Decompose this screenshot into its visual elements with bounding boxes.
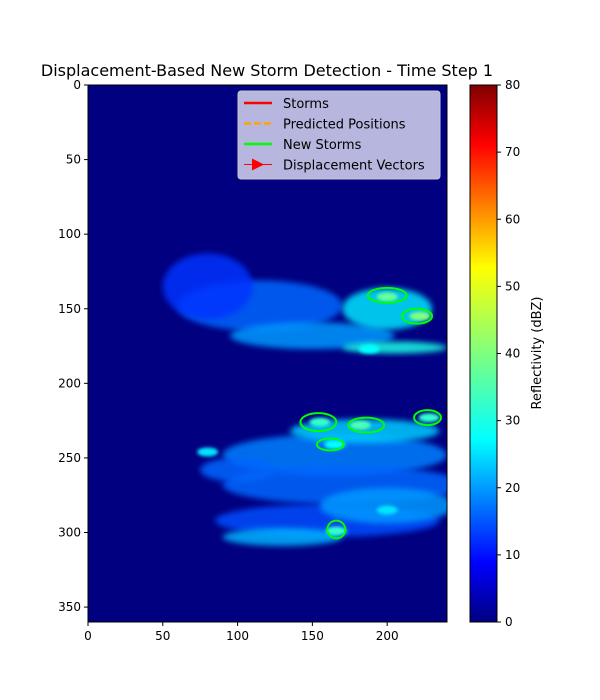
- colorbar-tick-label: 80: [505, 78, 520, 92]
- colorbar-tick-label: 0: [505, 615, 513, 629]
- reflectivity-region: [200, 457, 275, 482]
- x-tick-label: 150: [301, 629, 324, 643]
- reflectivity-hotspot: [418, 413, 440, 423]
- y-tick-label: 350: [58, 600, 81, 614]
- legend-arrow-head: [252, 158, 264, 171]
- reflectivity-hotspot: [325, 526, 347, 536]
- reflectivity-region: [319, 487, 447, 524]
- y-tick-label: 300: [58, 526, 81, 540]
- reflectivity-hotspot: [197, 447, 219, 457]
- reflectivity-hotspot: [324, 440, 346, 449]
- new-storm-contours: [299, 286, 443, 540]
- colorbar-tick-label: 10: [505, 548, 520, 562]
- reflectivity-hotspot: [358, 344, 380, 354]
- reflectivity-region: [162, 253, 253, 320]
- colorbar-tick-label: 30: [505, 414, 520, 428]
- y-tick-label: 200: [58, 376, 81, 390]
- chart-title: Displacement-Based New Storm Detection -…: [41, 61, 493, 80]
- colorbar-tick-label: 20: [505, 481, 520, 495]
- legend-label: Storms: [283, 97, 329, 112]
- y-tick-label: 150: [58, 302, 81, 316]
- y-tick-label: 0: [73, 78, 81, 92]
- x-tick-label: 50: [155, 629, 170, 643]
- reflectivity-hotspot: [349, 420, 371, 430]
- legend-label: New Storms: [283, 138, 362, 153]
- x-tick-label: 0: [84, 629, 92, 643]
- new-storm-contour: [315, 437, 345, 452]
- new-storm-contour: [347, 416, 386, 434]
- legend-entry: Displacement Vectors: [244, 158, 425, 174]
- new-storm-contour: [401, 307, 434, 325]
- reflectivity-hotspot: [376, 505, 398, 515]
- reflectivity-hotspot: [309, 417, 331, 427]
- legend-entry: New Storms: [244, 138, 362, 153]
- legend-label: Predicted Positions: [283, 118, 406, 133]
- y-tick-label: 250: [58, 451, 81, 465]
- colorbar-label: Reflectivity (dBZ): [530, 297, 545, 410]
- colorbar-tick-label: 40: [505, 347, 520, 361]
- plot-frame: [87, 84, 448, 623]
- reflectivity-region: [222, 528, 343, 546]
- legend-label: Displacement Vectors: [283, 159, 425, 174]
- reflectivity-region: [342, 341, 447, 354]
- colorbar-tick-label: 70: [505, 145, 520, 159]
- colorbar: 0 10 20 30 40 50 60 70 80 Reflectivity (dBZ): [469, 78, 545, 629]
- colorbar-tick-label: 60: [505, 212, 520, 226]
- y-axis: 0 50 100 150 200 250 300 350: [58, 78, 88, 614]
- colorbar-tick-label: 50: [505, 279, 520, 293]
- reflectivity-hotspot: [409, 311, 431, 321]
- colorbar-gradient: [469, 84, 498, 623]
- new-storm-contour: [413, 409, 443, 427]
- x-tick-label: 200: [376, 629, 399, 643]
- reflectivity-region: [342, 287, 433, 330]
- legend-box: [237, 90, 441, 180]
- legend: Storms Predicted Positions New Storms Displ…: [237, 90, 441, 180]
- legend-entry: Predicted Positions: [244, 118, 406, 133]
- new-storm-contour: [326, 519, 347, 540]
- reflectivity-field: [162, 253, 447, 546]
- new-storm-contour: [366, 286, 408, 304]
- x-axis: 0 50 100 150 200: [84, 622, 399, 643]
- y-tick-label: 50: [66, 153, 81, 167]
- reflectivity-region: [230, 322, 395, 350]
- reflectivity-hotspot: [376, 292, 398, 302]
- y-tick-label: 100: [58, 227, 81, 241]
- reflectivity-region: [222, 434, 447, 476]
- new-storm-contour: [299, 412, 338, 433]
- x-tick-label: 100: [226, 629, 249, 643]
- legend-entry: Storms: [244, 97, 329, 112]
